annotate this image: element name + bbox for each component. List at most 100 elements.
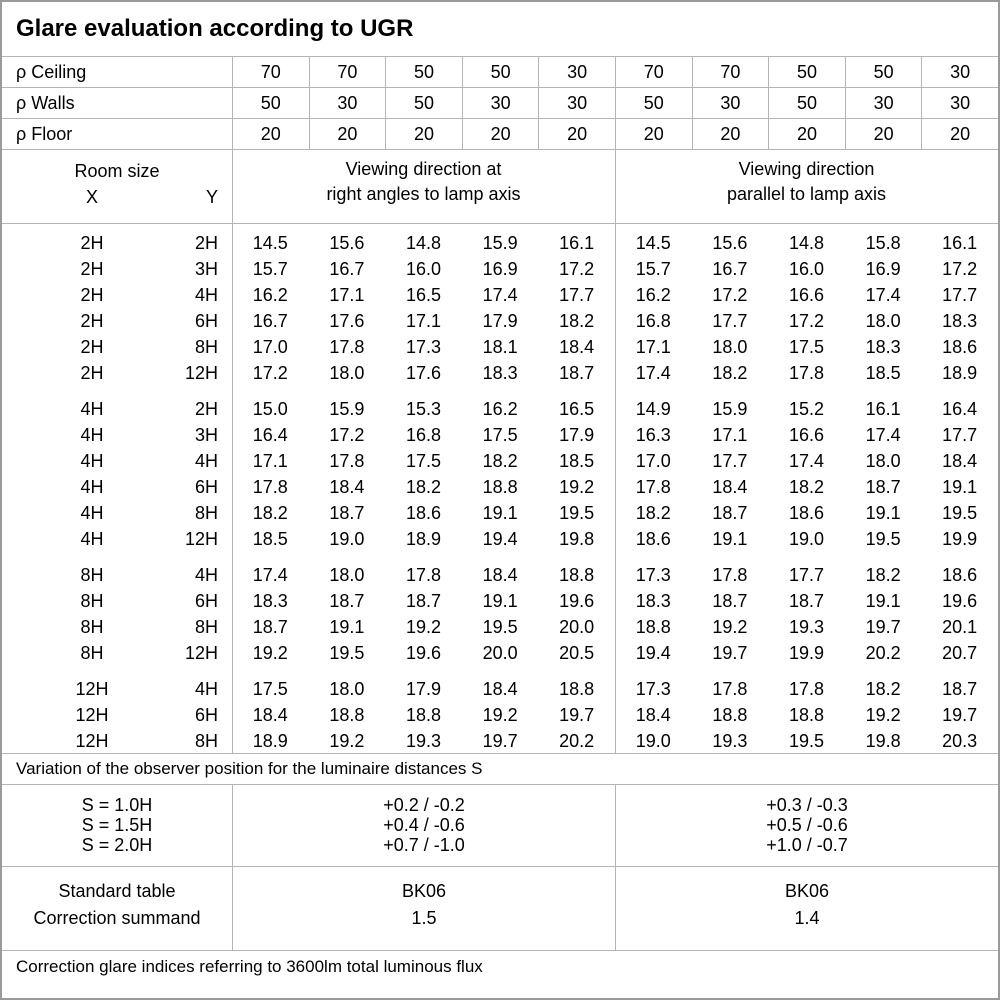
ugr-value-parallel: 15.6: [712, 233, 748, 253]
room-y-value: 4H: [194, 451, 218, 471]
ugr-value-right-angles: 18.4: [482, 565, 518, 585]
ugr-value-parallel: 18.7: [712, 591, 748, 611]
ugr-value-right-angles: 18.4: [252, 705, 288, 725]
room-size-cell: 4H 2H: [2, 396, 232, 422]
ugr-value-parallel: 18.3: [942, 311, 978, 331]
ugr-value-parallel: 19.6: [942, 591, 978, 611]
room-x-value: 4H: [80, 503, 104, 523]
ugr-value-parallel: 19.1: [942, 477, 978, 497]
ugr-value-parallel: 16.1: [942, 233, 978, 253]
variation-note: Variation of the observer position for t…: [2, 754, 998, 785]
ugr-value-parallel: 18.6: [942, 565, 978, 585]
reflectance-value: 30: [921, 57, 998, 87]
ugr-value-right-angles: 15.0: [252, 399, 288, 419]
reflectance-value: 30: [844, 88, 922, 118]
ugr-value-right-angles: 18.1: [482, 337, 518, 357]
ugr-value-parallel: 17.4: [865, 285, 901, 305]
ugr-value-right-angles: 18.7: [405, 591, 442, 611]
room-y-value: 4H: [194, 285, 218, 305]
ugr-value-parallel: 16.9: [865, 259, 901, 279]
ugr-value-parallel: 18.4: [712, 477, 748, 497]
ugr-value-parallel: 19.2: [712, 617, 748, 637]
reflectance-value: 20: [844, 119, 922, 149]
room-x-value: 8H: [80, 591, 104, 611]
standard-values-parallel: BK06 1.4: [615, 867, 998, 950]
ugr-value-right-angles: 18.8: [405, 705, 442, 725]
ugr-row: 2H 4H 16.2 17.1 16.5 17.4 17.7 16.2 17.2 16.6 17.4…: [2, 282, 998, 308]
ugr-value-right-angles: 18.7: [252, 617, 288, 637]
ugr-value-right-angles: 17.6: [405, 363, 442, 383]
ugr-value-right-angles: 17.5: [482, 425, 518, 445]
room-y-value: 4H: [194, 565, 218, 585]
room-y-value: 6H: [194, 477, 218, 497]
ugr-value-parallel: 17.7: [712, 311, 748, 331]
ugr-data-rows: 2H 2H 14.5 15.6 14.8 15.9 16.1 14.5 15.6 14.8 15.8…: [2, 224, 998, 754]
ugr-value-right-angles: 17.8: [329, 337, 365, 357]
ugr-value-parallel: 18.3: [635, 591, 671, 611]
ugr-value-parallel: 15.2: [788, 399, 825, 419]
page-title: Glare evaluation according to UGR: [2, 2, 998, 57]
room-size-cell: 12H 8H: [2, 728, 232, 754]
ugr-row: 4H 6H 17.8 18.4 18.2 18.8 19.2 17.8 18.4 18.2 18.7…: [2, 474, 998, 500]
ugr-value-parallel: 19.7: [865, 617, 901, 637]
ugr-value-right-angles: 18.5: [559, 451, 595, 471]
reflectance-value: 50: [232, 88, 309, 118]
room-size-cell: 4H 3H: [2, 422, 232, 448]
room-size-cell: 8H 12H: [2, 640, 232, 666]
ugr-value-parallel: 17.2: [712, 285, 748, 305]
ugr-value-right-angles: 19.6: [405, 643, 442, 663]
ugr-value-right-angles: 17.2: [559, 259, 595, 279]
room-size-header: Room size X Y: [2, 150, 232, 223]
ugr-row: 2H 12H 17.2 18.0 17.6 18.3 18.7 17.4 18.2 17.8 18.…: [2, 360, 998, 386]
ugr-value-right-angles: 16.1: [559, 233, 595, 253]
room-x-value: 2H: [80, 311, 104, 331]
room-x-value: 4H: [80, 529, 104, 549]
reflectance-value: 20: [768, 119, 845, 149]
ugr-value-right-angles: 19.5: [559, 503, 595, 523]
room-size-cell: 4H 12H: [2, 526, 232, 552]
ugr-value-right-angles: 19.1: [482, 503, 518, 523]
ugr-value-parallel: 19.8: [865, 731, 901, 751]
ugr-value-right-angles: 17.8: [329, 451, 365, 471]
ugr-value-right-angles: 19.5: [329, 643, 365, 663]
room-size-cell: 12H 6H: [2, 702, 232, 728]
ugr-value-right-angles: 18.7: [329, 503, 365, 523]
ugr-value-right-angles: 17.3: [405, 337, 442, 357]
ugr-value-parallel: 16.1: [865, 399, 901, 419]
viewing-direction-header: Room size X Y Viewing direction at right…: [2, 150, 998, 224]
ugr-value-parallel: 18.2: [635, 503, 671, 523]
reflectance-row-ceiling: ρ Ceiling 70 70 50 50 30 70 70 50 50 30: [2, 57, 998, 88]
ugr-value-parallel: 18.0: [865, 311, 901, 331]
ugr-value-parallel: 17.8: [788, 363, 825, 383]
room-size-cell: 2H 3H: [2, 256, 232, 282]
ugr-value-parallel: 19.3: [712, 731, 748, 751]
column-divider: [232, 150, 233, 754]
ugr-value-parallel: 17.2: [942, 259, 978, 279]
reflectance-value: 70: [691, 57, 769, 87]
ugr-block: 12H 4H 17.5 18.0 17.9 18.4 18.8 17.3 17.8 17.8 18.…: [2, 676, 998, 754]
ugr-value-parallel: 16.0: [788, 259, 825, 279]
reflectance-label: ρ Walls: [16, 92, 75, 113]
correction-summand-value: 1.5: [411, 908, 437, 928]
room-size-cell: 2H 8H: [2, 334, 232, 360]
ugr-row: 12H 8H 18.9 19.2 19.3 19.7 20.2 19.0 19.3 19.5 19.…: [2, 728, 998, 754]
ugr-value-parallel: 19.1: [712, 529, 748, 549]
room-y-value: 8H: [194, 731, 218, 751]
ugr-value-right-angles: 16.5: [405, 285, 442, 305]
room-y-value: 3H: [194, 259, 218, 279]
ugr-value-parallel: 18.6: [942, 337, 978, 357]
spacing-values-parallel: +0.3 / -0.3 +0.5 / -0.6 +1.0 / -0.7: [615, 785, 998, 866]
ugr-value-right-angles: 17.4: [252, 565, 288, 585]
ugr-row: 4H 12H 18.5 19.0 18.9 19.4 19.8 18.6 19.1 19.0 19.…: [2, 526, 998, 552]
ugr-value-parallel: 17.2: [788, 311, 825, 331]
viewing-direction-parallel-header: Viewing direction parallel to lamp axis: [726, 159, 887, 204]
ugr-value-right-angles: 19.2: [329, 731, 365, 751]
ugr-value-right-angles: 16.2: [252, 285, 288, 305]
reflectance-value: 20: [538, 119, 615, 149]
ugr-value-parallel: 19.7: [942, 705, 978, 725]
spacing-value: +1.0 / -0.7: [766, 835, 848, 855]
ugr-value-right-angles: 19.1: [482, 591, 518, 611]
room-size-label: Room size: [74, 161, 160, 181]
ugr-value-right-angles: 16.8: [405, 425, 442, 445]
room-y-value: 6H: [194, 311, 218, 331]
